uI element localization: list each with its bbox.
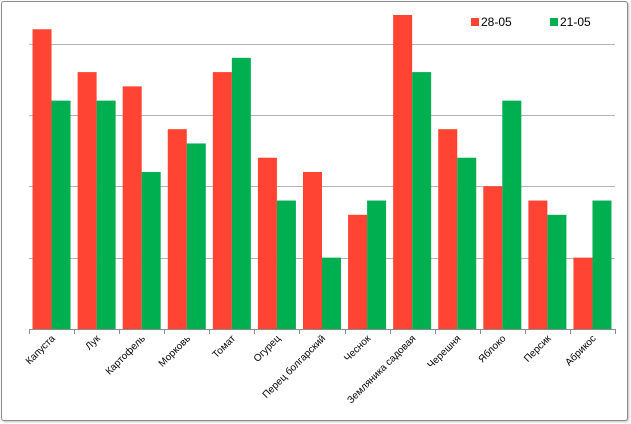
bars <box>32 15 612 330</box>
x-tick-label: Томат <box>211 333 239 361</box>
x-tick-label: Черешня <box>426 333 464 371</box>
legend-label: 21-05 <box>560 15 591 29</box>
bar-series-2 <box>367 200 387 329</box>
x-tick-labels: Капуста Лук Картофель Морковь Томат Огурец Пер… <box>24 332 599 406</box>
bar-series-2 <box>96 100 116 330</box>
bar-series-2 <box>412 72 432 329</box>
bar-series-1 <box>438 129 458 329</box>
legend-swatch <box>471 18 479 26</box>
bar-series-1 <box>167 129 187 329</box>
bar-series-1 <box>303 172 322 329</box>
bar-series-1 <box>528 200 548 329</box>
x-tick-label: Яблоко <box>476 332 509 365</box>
bar-series-1 <box>122 86 142 329</box>
bar-series-1 <box>32 29 52 329</box>
bar-series-1 <box>573 257 593 329</box>
x-tick-label: Морковь <box>157 333 193 369</box>
x-tick-label: Персик <box>522 333 554 365</box>
bar-series-2 <box>592 200 612 329</box>
bar-series-1 <box>257 157 277 329</box>
bar-series-1 <box>483 186 503 329</box>
bar-series-2 <box>231 57 251 330</box>
bar-series-2 <box>547 214 567 329</box>
bar-series-2 <box>322 257 341 329</box>
bar-series-2 <box>186 143 206 329</box>
bar-series-2 <box>502 100 522 330</box>
bar-series-1 <box>77 72 97 329</box>
bar-series-2 <box>141 172 161 329</box>
x-tick-label: Чеснок <box>342 333 373 364</box>
bar-series-1 <box>393 15 413 329</box>
x-tick-label: Лук <box>84 333 104 353</box>
x-tick-label: Картофель <box>103 333 148 378</box>
legend-label: 28-05 <box>481 15 512 29</box>
bar-series-2 <box>276 200 296 329</box>
legend-swatch <box>550 18 558 26</box>
bar-series-1 <box>212 72 232 329</box>
x-tick-label: Огурец <box>252 333 283 364</box>
bar-series-1 <box>348 214 368 329</box>
x-tick-label: Капуста <box>24 333 58 367</box>
x-tick-label: Абрикос <box>563 333 599 369</box>
bar-series-2 <box>457 157 477 329</box>
bar-series-2 <box>51 100 71 330</box>
x-axis <box>29 329 616 334</box>
legend: 28-05 21-05 <box>471 15 591 29</box>
